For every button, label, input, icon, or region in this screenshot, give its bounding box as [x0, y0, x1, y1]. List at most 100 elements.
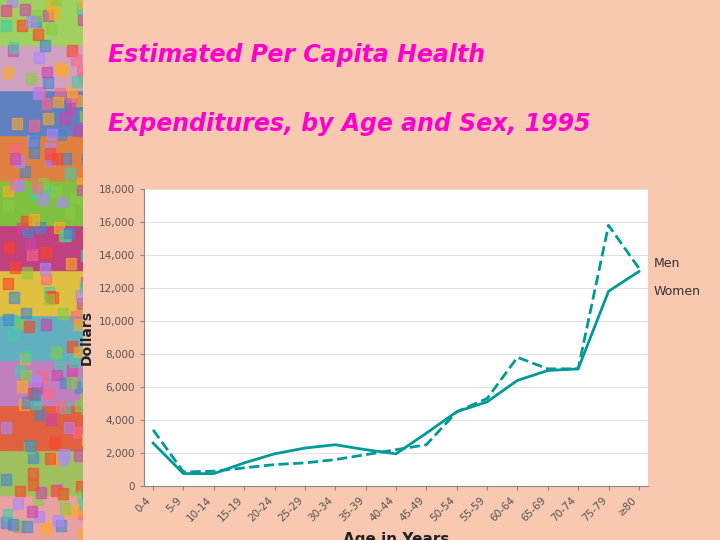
Bar [41, 319, 51, 329]
Bar [41, 274, 50, 285]
Text: Estimated Per Capita Health: Estimated Per Capita Health [108, 43, 485, 67]
Bar [82, 489, 92, 500]
Bar [67, 92, 77, 103]
Bar [13, 498, 23, 509]
Bar [75, 400, 85, 410]
Bar [66, 103, 76, 113]
Text: Men: Men [654, 256, 680, 270]
Bar [21, 308, 30, 319]
Bar [37, 194, 48, 205]
Bar [21, 215, 31, 226]
Bar [22, 397, 32, 408]
Bar [6, 315, 16, 326]
Bar [38, 178, 48, 189]
Bar [10, 179, 19, 190]
Bar [73, 347, 84, 357]
Bar [29, 147, 39, 158]
Bar [1, 21, 11, 31]
Bar [30, 389, 40, 400]
Bar [9, 42, 19, 52]
Bar [55, 222, 64, 233]
Bar [67, 364, 77, 375]
Bar [73, 125, 83, 136]
Bar [71, 54, 81, 65]
Bar [10, 144, 20, 155]
Bar [67, 341, 77, 352]
Bar [24, 321, 35, 332]
Bar [10, 262, 20, 273]
Bar [27, 506, 37, 517]
Bar [47, 153, 57, 164]
Bar [51, 347, 61, 358]
Bar [42, 186, 52, 197]
Bar [0, 0, 83, 45]
Bar [56, 401, 66, 411]
Bar [50, 454, 60, 465]
Bar [41, 523, 50, 534]
Bar [17, 20, 27, 31]
Bar [3, 186, 12, 197]
X-axis label: Age in Years: Age in Years [343, 532, 449, 540]
Bar [48, 129, 58, 140]
Bar [64, 422, 74, 433]
Bar [58, 308, 68, 319]
Bar [20, 166, 30, 177]
Bar [81, 251, 91, 261]
Bar [27, 16, 37, 27]
Bar [9, 292, 19, 303]
Bar [32, 10, 42, 21]
Bar [72, 77, 81, 87]
Bar [73, 427, 83, 438]
Bar [21, 351, 30, 362]
Text: Women: Women [654, 285, 701, 298]
Bar [65, 421, 75, 432]
Bar [0, 360, 83, 405]
Bar [19, 399, 29, 410]
Bar [55, 63, 66, 73]
Bar [80, 393, 89, 404]
Bar [78, 508, 88, 519]
Bar [32, 182, 42, 193]
Bar [75, 505, 84, 516]
Bar [17, 381, 27, 392]
Bar [4, 242, 14, 253]
Bar [15, 365, 25, 376]
Bar [79, 72, 89, 83]
Bar [42, 98, 51, 109]
Bar [14, 520, 24, 531]
Bar [27, 452, 37, 463]
Bar [19, 354, 30, 364]
Bar [25, 440, 35, 451]
Bar [56, 520, 66, 531]
Bar [83, 153, 92, 164]
Bar [81, 76, 91, 87]
Bar [1, 422, 11, 433]
Bar [77, 178, 86, 188]
Bar [57, 197, 66, 207]
Bar [61, 230, 71, 241]
Bar [27, 249, 37, 260]
Bar [71, 310, 81, 321]
Bar [0, 270, 83, 315]
Bar [52, 153, 62, 164]
Bar [31, 16, 41, 26]
Bar [45, 148, 55, 159]
Bar [17, 222, 27, 233]
Bar [35, 409, 45, 420]
Bar [37, 371, 47, 382]
Bar [0, 405, 83, 450]
Bar [40, 263, 50, 274]
Bar [46, 24, 56, 35]
Bar [69, 356, 79, 367]
Bar [60, 402, 70, 413]
Bar [33, 89, 43, 99]
Bar [1, 475, 11, 485]
Bar [43, 77, 53, 87]
Bar [48, 8, 58, 19]
Bar [66, 258, 76, 268]
Bar [77, 66, 87, 77]
Bar [58, 455, 68, 465]
Bar [61, 153, 71, 164]
Bar [67, 45, 77, 56]
Bar [81, 111, 90, 122]
